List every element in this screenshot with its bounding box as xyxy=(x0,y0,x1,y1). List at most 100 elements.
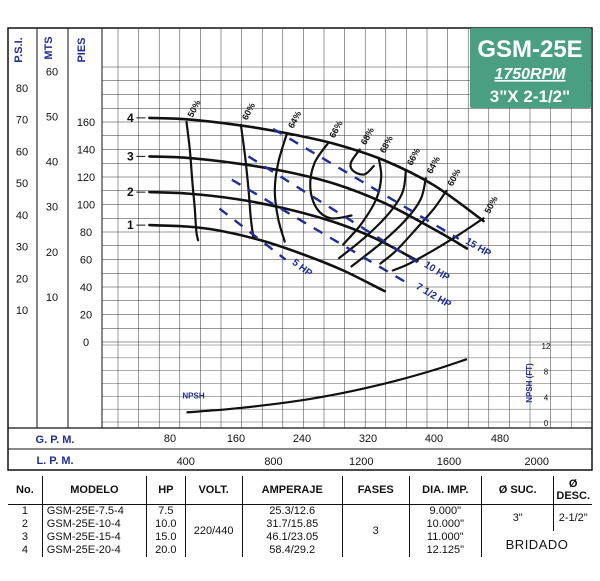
impeller-curve-label: 1 xyxy=(127,218,134,232)
pies-tick-label: 40 xyxy=(80,282,92,294)
npsh-tick-label: 0 xyxy=(544,419,549,428)
lpm-tick-label: 1600 xyxy=(437,456,461,468)
lpm-tick-label: 400 xyxy=(177,456,195,468)
power-line-label: 7 1/2 HP xyxy=(414,281,453,310)
gpm-tick-label: 400 xyxy=(425,433,443,445)
efficiency-curve xyxy=(379,189,448,265)
cell-dia-imp: 10.000" xyxy=(408,518,482,531)
cell-volt: 220/440 xyxy=(184,504,243,557)
psi-tick-label: 60 xyxy=(16,146,28,158)
cell-dia-imp: 12.125" xyxy=(408,544,482,557)
lpm-tick-label: 800 xyxy=(264,456,282,468)
power-line-label: 15 HP xyxy=(463,236,493,260)
pies-tick-label: 100 xyxy=(77,200,95,212)
lpm-tick-label: 1200 xyxy=(349,456,373,468)
cell-modelo: GSM-25E-7.5-4 xyxy=(41,504,147,518)
cell-no: 1 xyxy=(21,505,28,517)
npsh-curve xyxy=(186,358,468,414)
pies-tick-label: 140 xyxy=(77,145,95,157)
spec-table: No. MODELO HP VOLT. AMPERAJE FASES DIA. … xyxy=(8,476,592,557)
cell-fases: 3 xyxy=(341,504,410,557)
efficiency-label: 68% xyxy=(359,126,376,147)
efficiency-curve xyxy=(309,141,353,220)
pies-tick-label: 80 xyxy=(80,227,92,239)
efficiency-curve xyxy=(338,169,407,260)
psi-tick-label: 20 xyxy=(16,273,28,285)
cell-dia-imp: 9.000" xyxy=(408,504,482,518)
mts-tick-label: 50 xyxy=(46,111,58,123)
pies-tick-label: 20 xyxy=(80,310,92,322)
efficiency-curve xyxy=(273,131,289,243)
pies-axis-label: PIES xyxy=(76,37,88,62)
cell-hp: 7.5 xyxy=(145,504,186,518)
cell-dia-imp: 11.000" xyxy=(408,531,482,544)
cell-no: 4 xyxy=(21,544,28,556)
cell-connection: BRIDADO xyxy=(481,531,592,557)
cell-amperaje: 31.7/15.85 xyxy=(241,518,343,531)
impeller-curve-2 xyxy=(148,190,419,263)
npsh-axis-label: NPSH (FT) xyxy=(525,363,534,403)
col-header-no: No. xyxy=(8,476,43,505)
psi-tick-label: 70 xyxy=(16,115,28,127)
lpm-tick-label: 2000 xyxy=(525,456,549,468)
npsh-tick-label: 12 xyxy=(542,342,551,351)
cell-no: 2 xyxy=(21,518,28,530)
psi-tick-label: 30 xyxy=(16,242,28,254)
col-header-dia-imp: DIA. IMP. xyxy=(408,476,482,505)
efficiency-curve xyxy=(342,156,383,246)
efficiency-label: 50% xyxy=(482,195,499,216)
mts-tick-label: 10 xyxy=(46,292,58,304)
mts-axis-label: MTS xyxy=(43,36,55,59)
cell-desc: 2-1/2" xyxy=(553,504,592,531)
efficiency-label: 60% xyxy=(445,167,462,188)
efficiency-label: 68% xyxy=(378,134,395,155)
psi-tick-label: 50 xyxy=(16,178,28,190)
power-line xyxy=(231,178,410,286)
pies-tick-label: 0 xyxy=(83,337,89,349)
npsh-tick-label: 8 xyxy=(544,368,549,377)
efficiency-curve xyxy=(350,177,427,268)
chart-size-label: 3"X 2-1/2" xyxy=(490,87,570,106)
gpm-tick-label: 320 xyxy=(359,433,377,445)
psi-tick-label: 40 xyxy=(16,210,28,222)
gpm-tick-label: 240 xyxy=(293,433,311,445)
efficiency-curve xyxy=(391,217,485,272)
psi-axis-label: P.S.I. xyxy=(13,37,25,62)
col-header-suc: Ø SUC. xyxy=(481,476,554,505)
pies-tick-label: 60 xyxy=(80,255,92,267)
psi-tick-label: 10 xyxy=(16,305,28,317)
col-header-fases: FASES xyxy=(341,476,410,505)
cell-modelo: GSM-25E-20-4 xyxy=(41,544,147,557)
cell-amperaje: 46.1/23.05 xyxy=(241,531,343,544)
title-box-background xyxy=(470,28,591,108)
efficiency-curve xyxy=(239,123,255,239)
npsh-curve-label: NPSH xyxy=(182,391,204,400)
power-line-label: 5 HP xyxy=(290,257,315,279)
impeller-curve-label: 2 xyxy=(127,185,134,199)
power-line xyxy=(247,155,419,264)
cell-amperaje: 25.3/12.6 xyxy=(241,504,343,518)
cell-hp: 10.0 xyxy=(145,518,186,531)
chart-subtitle: 1750RPM xyxy=(494,66,566,83)
efficiency-curve xyxy=(185,120,200,242)
cell-hp: 15.0 xyxy=(145,531,186,544)
chart-axes: P.S.I. MTS PIES102030405060708010203040506… xyxy=(13,36,551,468)
efficiency-label: 64% xyxy=(425,155,442,176)
pies-tick-label: 120 xyxy=(77,172,95,184)
efficiency-label: 60% xyxy=(240,101,257,122)
mts-tick-label: 60 xyxy=(46,66,58,78)
gpm-axis-label: G. P. M. xyxy=(36,434,75,446)
table-row: 2 GSM-25E-10-4 10.0 31.7/15.85 10.000" xyxy=(8,518,592,531)
npsh-tick-label: 4 xyxy=(544,393,549,402)
gpm-tick-label: 160 xyxy=(227,433,245,445)
pies-tick-label: 160 xyxy=(77,117,95,129)
title-box: GSM-25E 1750RPM 3"X 2-1/2" xyxy=(470,28,591,108)
mts-tick-label: 30 xyxy=(46,202,58,214)
gpm-tick-label: 80 xyxy=(164,433,176,445)
power-line xyxy=(272,127,460,240)
impeller-curve-1 xyxy=(148,223,386,293)
power-line xyxy=(218,207,287,261)
impeller-curve-label: 4 xyxy=(127,111,134,125)
power-line-label: 10 HP xyxy=(422,259,452,283)
